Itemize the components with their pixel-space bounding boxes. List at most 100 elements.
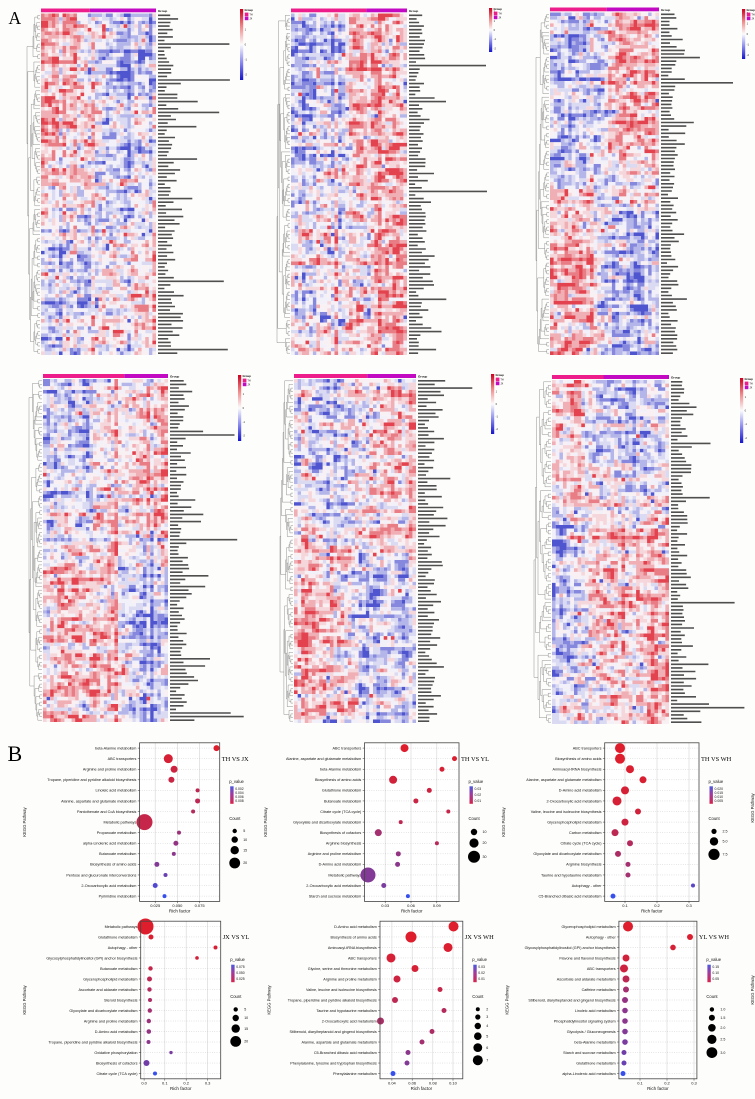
svg-text:Citrate cycle (TCA cycle): Citrate cycle (TCA cycle) xyxy=(320,810,362,814)
svg-text:Arginine and proline metabolis: Arginine and proline metabolism xyxy=(323,977,377,981)
svg-text:Caffeine metabolism: Caffeine metabolism xyxy=(582,988,616,992)
svg-text:0.004: 0.004 xyxy=(235,791,244,795)
svg-text:Biosynthesis of amino acids: Biosynthesis of amino acids xyxy=(331,935,377,939)
svg-text:ABC transporters: ABC transporters xyxy=(587,967,616,971)
svg-text:0.1: 0.1 xyxy=(622,903,628,908)
svg-text:KEGG Pathway: KEGG Pathway xyxy=(263,807,268,837)
svg-text:Group: Group xyxy=(418,375,427,379)
svg-text:2.0: 2.0 xyxy=(720,1026,725,1030)
svg-text:Count: Count xyxy=(709,816,721,821)
svg-text:JX: JX xyxy=(749,387,752,390)
svg-text:30: 30 xyxy=(483,855,487,859)
svg-text:Count: Count xyxy=(706,994,718,999)
svg-text:Taurine and hypotaurine metabo: Taurine and hypotaurine metabolism xyxy=(316,1009,376,1013)
svg-text:-2: -2 xyxy=(245,72,248,76)
svg-text:Group: Group xyxy=(158,9,167,13)
svg-text:Glutathione metabolism: Glutathione metabolism xyxy=(322,789,361,793)
svg-text:2.5: 2.5 xyxy=(720,1038,725,1042)
svg-text:0.008: 0.008 xyxy=(235,799,244,803)
svg-text:20: 20 xyxy=(243,861,247,865)
svg-text:Count: Count xyxy=(229,816,241,821)
svg-text:Linoleic acid metabolism: Linoleic acid metabolism xyxy=(575,1009,616,1013)
svg-text:beta-Alanine metabolism: beta-Alanine metabolism xyxy=(574,1040,615,1044)
svg-text:Glycosylphosphatidylinositol (: Glycosylphosphatidylinositol (GPI) ancho… xyxy=(46,956,137,960)
svg-text:KEGG Pathway: KEGG Pathway xyxy=(750,792,755,822)
svg-text:Autophagy - other: Autophagy - other xyxy=(586,935,617,939)
svg-text:Glycosylphosphatidylinositol (: Glycosylphosphatidylinositol (GPI) ancho… xyxy=(525,946,616,950)
svg-text:KEGG Pathway: KEGG Pathway xyxy=(504,984,509,1014)
svg-text:Taurine and hypotaurine metabo: Taurine and hypotaurine metabolism xyxy=(541,873,601,877)
svg-text:0: 0 xyxy=(245,43,247,47)
svg-text:Glycerophospholipid metabolism: Glycerophospholipid metabolism xyxy=(83,977,137,981)
svg-text:-2: -2 xyxy=(747,53,750,57)
svg-text:1: 1 xyxy=(496,389,498,393)
svg-text:p_value: p_value xyxy=(472,957,487,962)
svg-text:p_value: p_value xyxy=(469,779,484,784)
svg-text:beta-Alanine metabolism: beta-Alanine metabolism xyxy=(95,746,136,750)
svg-text:ABC transporters: ABC transporters xyxy=(108,757,137,761)
svg-text:TH VS JX: TH VS JX xyxy=(222,756,249,763)
svg-text:Phenylalanine metabolism: Phenylalanine metabolism xyxy=(333,1072,377,1076)
svg-text:Tropane, piperidine and pyridi: Tropane, piperidine and pyridine alkaloi… xyxy=(48,1040,137,1044)
svg-text:15: 15 xyxy=(243,848,247,852)
svg-text:0.2: 0.2 xyxy=(654,903,660,908)
svg-text:2-Oxocarboxylic acid metabolis: 2-Oxocarboxylic acid metabolism xyxy=(306,884,361,888)
svg-text:Oxidative phosphorylation: Oxidative phosphorylation xyxy=(94,1051,137,1055)
svg-text:Glyoxylate and dicarboxylate m: Glyoxylate and dicarboxylate metabolism xyxy=(293,820,361,824)
svg-text:3.0: 3.0 xyxy=(720,1051,725,1055)
svg-text:0.025: 0.025 xyxy=(150,903,161,908)
svg-text:Pantothenate and CoA biosynthe: Pantothenate and CoA biosynthesis xyxy=(77,810,137,814)
svg-text:Ascorbate and aldarate metabol: Ascorbate and aldarate metabolism xyxy=(557,977,616,981)
svg-text:1.0: 1.0 xyxy=(720,1008,725,1012)
svg-text:0.050: 0.050 xyxy=(172,903,183,908)
svg-text:B: B xyxy=(8,741,23,766)
svg-text:Alanine, aspartate and glutama: Alanine, aspartate and glutamate metabol… xyxy=(302,1040,377,1044)
svg-text:Citrate cycle (TCA cycle): Citrate cycle (TCA cycle) xyxy=(560,842,602,846)
svg-text:C5-Branched dibasic acid metab: C5-Branched dibasic acid metabolism xyxy=(314,1051,377,1055)
svg-text:Carbon metabolism: Carbon metabolism xyxy=(569,831,602,835)
svg-text:Autophagy - other: Autophagy - other xyxy=(108,946,139,950)
svg-text:ABC transporters: ABC transporters xyxy=(348,956,377,960)
svg-text:ABC transporters: ABC transporters xyxy=(333,746,362,750)
svg-text:D-Amino acid metabolism: D-Amino acid metabolism xyxy=(95,1030,138,1034)
svg-text:-1: -1 xyxy=(494,37,497,41)
svg-text:15: 15 xyxy=(244,1027,248,1031)
svg-text:Biosynthesis of amino acids: Biosynthesis of amino acids xyxy=(90,863,136,867)
svg-text:Group: Group xyxy=(496,373,505,377)
svg-text:Group: Group xyxy=(494,7,503,11)
svg-text:5.0: 5.0 xyxy=(723,840,728,844)
svg-text:0.005: 0.005 xyxy=(715,799,724,803)
svg-text:TH: TH xyxy=(500,379,503,382)
svg-text:0: 0 xyxy=(494,28,496,32)
svg-text:JX: JX xyxy=(498,17,501,20)
svg-text:0: 0 xyxy=(747,32,749,36)
svg-text:0.10: 0.10 xyxy=(449,1081,458,1086)
svg-text:KEGG Pathway: KEGG Pathway xyxy=(501,807,506,837)
svg-text:Count: Count xyxy=(472,994,484,999)
svg-text:Butanoate metabolism: Butanoate metabolism xyxy=(100,967,137,971)
svg-text:Glycolysis / Gluconeogenesis: Glycolysis / Gluconeogenesis xyxy=(567,1030,616,1034)
svg-text:KEGG Pathway: KEGG Pathway xyxy=(267,984,272,1014)
svg-text:TH: TH xyxy=(249,14,252,17)
svg-text:JX: JX xyxy=(249,18,252,21)
svg-text:D-Amino acid metabolism: D-Amino acid metabolism xyxy=(319,863,362,867)
svg-text:0.06: 0.06 xyxy=(408,1081,417,1086)
svg-text:Starch and sucrose metabolism: Starch and sucrose metabolism xyxy=(563,1051,616,1055)
svg-text:-2: -2 xyxy=(494,46,497,50)
svg-text:-1: -1 xyxy=(243,420,246,424)
svg-text:0.006: 0.006 xyxy=(235,795,244,799)
svg-text:ABC transporters: ABC transporters xyxy=(573,746,602,750)
svg-text:2: 2 xyxy=(486,1007,488,1011)
svg-text:Glyoxylate and dicarboxylate m: Glyoxylate and dicarboxylate metabolism xyxy=(69,1009,137,1013)
svg-text:10: 10 xyxy=(483,830,487,834)
svg-text:0.01: 0.01 xyxy=(478,977,485,981)
svg-text:Arginine and proline metabolis: Arginine and proline metabolism xyxy=(83,768,137,772)
svg-text:0.03: 0.03 xyxy=(478,965,485,969)
svg-text:0.3: 0.3 xyxy=(205,1081,211,1086)
svg-text:6: 6 xyxy=(486,1046,488,1050)
svg-text:Metabolic pathways: Metabolic pathways xyxy=(103,820,136,824)
svg-text:Biosynthesis of amino acids: Biosynthesis of amino acids xyxy=(315,778,361,782)
svg-text:Rich factor: Rich factor xyxy=(401,909,423,914)
svg-text:Aminoacyl-tRNA biosynthesis: Aminoacyl-tRNA biosynthesis xyxy=(328,946,377,950)
svg-text:Glutathione metabolism: Glutathione metabolism xyxy=(98,935,137,939)
